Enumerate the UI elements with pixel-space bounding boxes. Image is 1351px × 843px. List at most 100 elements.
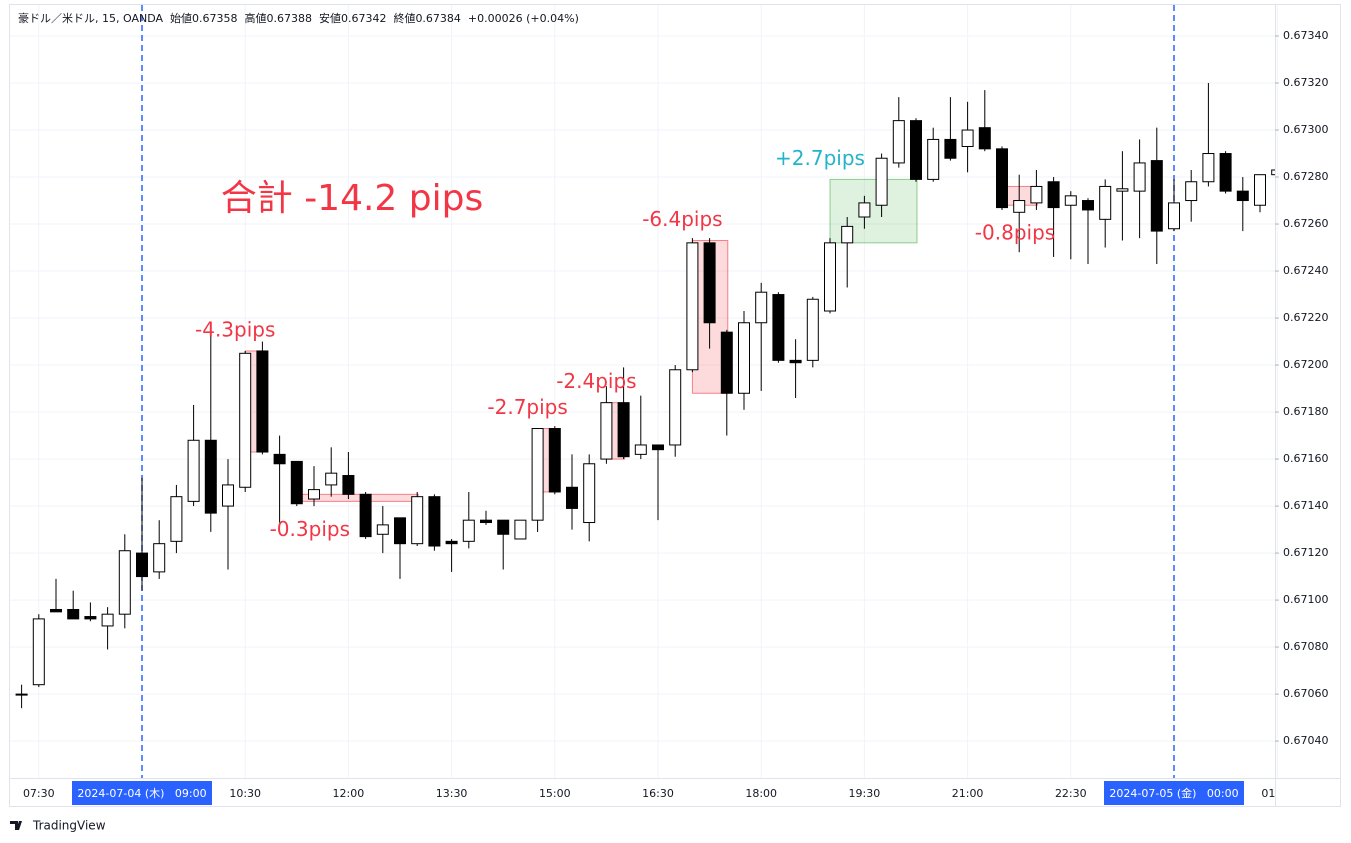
x-tick-label: 15:00 bbox=[539, 787, 571, 800]
candle-body bbox=[1219, 153, 1232, 192]
x-tick-label: 12:00 bbox=[333, 787, 365, 800]
candle-body bbox=[1030, 185, 1043, 204]
y-tick-label: 0.67060 bbox=[1283, 687, 1329, 700]
candle-body bbox=[634, 444, 647, 455]
y-tick-label: 0.67200 bbox=[1283, 358, 1329, 371]
y-tick-label: 0.67280 bbox=[1283, 170, 1329, 183]
candle-body bbox=[531, 428, 544, 521]
candle-body bbox=[170, 496, 183, 542]
candle-body bbox=[1202, 153, 1215, 183]
candle-body bbox=[686, 242, 699, 371]
y-tick-label: 0.67320 bbox=[1283, 76, 1329, 89]
candle-body bbox=[566, 486, 578, 509]
candle-body bbox=[15, 693, 28, 696]
tradingview-logo bbox=[10, 821, 22, 830]
candle-body bbox=[204, 439, 217, 514]
candle-body bbox=[1254, 174, 1266, 206]
candle-body bbox=[841, 225, 854, 244]
trade-label: -0.3pips bbox=[270, 517, 350, 541]
x-tick-label: 19:30 bbox=[849, 787, 881, 800]
candle-body bbox=[961, 129, 974, 147]
x-tick-label: 22:30 bbox=[1055, 787, 1087, 800]
candle-body bbox=[32, 618, 45, 686]
x-tick-label: 10:30 bbox=[229, 787, 261, 800]
candle-body bbox=[342, 475, 355, 495]
candle-body bbox=[428, 496, 441, 547]
candle-body bbox=[153, 543, 166, 573]
candle-body bbox=[222, 484, 234, 507]
y-tick-label: 0.67220 bbox=[1283, 311, 1329, 324]
candle-body bbox=[772, 294, 785, 361]
y-tick-label: 0.67300 bbox=[1283, 123, 1329, 136]
candle-body bbox=[738, 322, 750, 394]
candle-body bbox=[858, 202, 871, 218]
candle-body bbox=[394, 517, 406, 545]
candle-body bbox=[669, 369, 682, 446]
candle-body bbox=[1013, 200, 1026, 213]
trade-label: -4.3pips bbox=[195, 317, 275, 341]
chart-header: 豪ドル／米ドル, 15, OANDA 始値0.67358 高値0.67388 安… bbox=[18, 11, 579, 25]
candle-body bbox=[1082, 200, 1094, 211]
candle-body bbox=[720, 331, 733, 394]
x-tick-label: 18:00 bbox=[745, 787, 777, 800]
candle-body bbox=[325, 472, 338, 486]
candle-body bbox=[359, 493, 372, 538]
candle-body bbox=[652, 444, 664, 451]
x-tick-label: 2024-07-05 (金) 00:00 bbox=[1109, 786, 1238, 800]
candle-body bbox=[824, 242, 836, 312]
candle-body bbox=[583, 463, 596, 524]
y-tick-label: 0.67160 bbox=[1283, 452, 1329, 465]
y-tick-label: 0.67240 bbox=[1283, 264, 1329, 277]
candle-body bbox=[789, 359, 802, 364]
candle-body bbox=[136, 552, 148, 578]
candle-body bbox=[411, 496, 424, 545]
candle-body bbox=[1271, 169, 1275, 176]
candle-body bbox=[1185, 181, 1198, 202]
x-tick-label: 01:30 bbox=[1261, 787, 1293, 800]
candle-body bbox=[1064, 195, 1077, 206]
candle-body bbox=[1150, 160, 1163, 232]
trade-label: -2.4pips bbox=[556, 369, 636, 393]
x-tick-label: 16:30 bbox=[642, 787, 674, 800]
candle-body bbox=[239, 352, 252, 488]
candle-body bbox=[290, 460, 303, 505]
candle-body bbox=[910, 120, 922, 180]
candle-body bbox=[978, 127, 991, 150]
candle-body bbox=[944, 138, 957, 159]
candle-body bbox=[548, 428, 561, 493]
y-tick-label: 0.67080 bbox=[1283, 640, 1329, 653]
grid bbox=[10, 5, 1278, 778]
total-annotation: 合計 -14.2 pips bbox=[221, 178, 484, 219]
candle-body bbox=[1099, 185, 1112, 220]
candle-body bbox=[187, 439, 200, 502]
candle-body bbox=[996, 148, 1008, 209]
trade-label: -6.4pips bbox=[642, 207, 722, 231]
candle-body bbox=[1133, 162, 1146, 192]
candle-body bbox=[600, 402, 613, 460]
candle-body bbox=[256, 350, 269, 453]
candle-body bbox=[273, 453, 286, 465]
y-tick-label: 0.67040 bbox=[1283, 734, 1329, 747]
candle-body bbox=[497, 519, 510, 535]
y-tick-label: 0.67120 bbox=[1283, 546, 1329, 559]
x-tick-label: 07:30 bbox=[23, 787, 55, 800]
y-tick-label: 0.67100 bbox=[1283, 593, 1329, 606]
candle-body bbox=[892, 120, 905, 164]
candle-body bbox=[1168, 202, 1180, 230]
candle-body bbox=[50, 608, 62, 613]
x-label-highlight bbox=[72, 781, 212, 805]
frame bbox=[9, 4, 1341, 807]
candle-body bbox=[755, 291, 768, 324]
x-tick-label: 2024-07-04 (木) 09:00 bbox=[77, 787, 206, 800]
candle-body bbox=[308, 489, 320, 500]
trade-label: -0.8pips bbox=[975, 221, 1055, 245]
candle-body bbox=[67, 608, 80, 620]
candle-body bbox=[703, 242, 716, 324]
y-tick-label: 0.67180 bbox=[1283, 405, 1329, 418]
candle-body bbox=[875, 157, 888, 206]
x-tick-label: 21:00 bbox=[952, 787, 984, 800]
time-axis: 07:30 2024-07-04 (木) 09:00 10:30 12:00 13:30… bbox=[23, 781, 1293, 805]
footer-brand: TradingView bbox=[32, 819, 106, 833]
candle-body bbox=[617, 402, 630, 458]
